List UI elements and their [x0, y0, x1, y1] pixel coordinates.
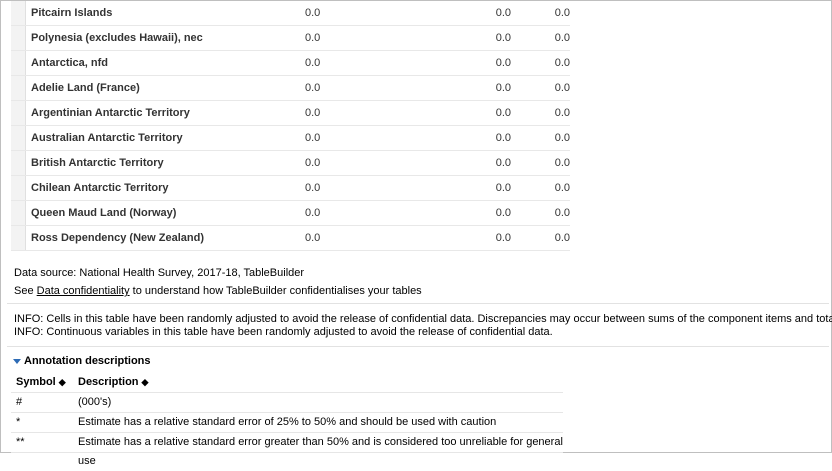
row-gutter: [11, 51, 26, 75]
row-label[interactable]: Queen Maud Land (Norway): [31, 207, 177, 219]
annotation-symbol: *: [16, 416, 21, 428]
cell-value: 0.0: [554, 57, 570, 69]
info-message-cells: INFO: Cells in this table have been rand…: [14, 313, 832, 325]
see-prefix: See: [14, 285, 37, 297]
table-row: Polynesia (excludes Hawaii), nec 0.0 0.0…: [11, 26, 570, 51]
annotation-heading: Annotation descriptions: [24, 355, 151, 367]
cell-value: 0.0: [305, 32, 321, 44]
cell-value: 0.0: [495, 107, 511, 119]
cell-value: 0.0: [554, 107, 570, 119]
info-message-continuous: INFO: Continuous variables in this table…: [14, 326, 553, 338]
cell-value: 0.0: [495, 32, 511, 44]
table-row: British Antarctic Territory 0.0 0.0 0.0: [11, 151, 570, 176]
row-gutter: [11, 101, 26, 125]
cell-value: 0.0: [305, 57, 321, 69]
annotation-symbol: **: [16, 436, 25, 448]
data-source-text: Data source: National Health Survey, 201…: [14, 267, 305, 279]
annotation-row: ** Estimate has a relative standard erro…: [11, 433, 563, 467]
cell-value: 0.0: [554, 7, 570, 19]
annotation-row: * Estimate has a relative standard error…: [11, 413, 563, 433]
row-label[interactable]: Argentinian Antarctic Territory: [31, 107, 190, 119]
annotation-header-row: Symbol ◆ Description ◆: [11, 373, 563, 393]
row-label[interactable]: Adelie Land (France): [31, 82, 140, 94]
cell-value: 0.0: [305, 157, 321, 169]
results-table: Pitcairn Islands 0.0 0.0 0.0 Polynesia (…: [11, 1, 570, 251]
row-gutter: [11, 76, 26, 100]
annotation-symbol: #: [16, 396, 23, 408]
cell-value: 0.0: [495, 7, 511, 19]
row-label[interactable]: Ross Dependency (New Zealand): [31, 232, 204, 244]
cell-value: 0.0: [495, 157, 511, 169]
cell-value: 0.0: [305, 82, 321, 94]
expand-triangle-icon: [13, 358, 21, 364]
description-column-header[interactable]: Description ◆: [78, 373, 148, 392]
description-header-label: Description: [78, 376, 139, 388]
cell-value: 0.0: [554, 82, 570, 94]
symbol-column-header[interactable]: Symbol ◆: [16, 373, 66, 392]
row-label[interactable]: British Antarctic Territory: [31, 157, 164, 169]
cell-value: 0.0: [305, 107, 321, 119]
annotation-table: Symbol ◆ Description ◆ # (000's) * Estimat…: [11, 373, 563, 467]
row-gutter: [11, 126, 26, 150]
row-label[interactable]: Pitcairn Islands: [31, 7, 113, 19]
row-gutter: [11, 226, 26, 250]
cell-value: 0.0: [554, 132, 570, 144]
table-row: Antarctica, nfd 0.0 0.0 0.0: [11, 51, 570, 76]
annotation-row: # (000's): [11, 393, 563, 413]
row-gutter: [11, 201, 26, 225]
annotation-description: Estimate has a relative standard error o…: [78, 416, 497, 428]
cell-value: 0.0: [305, 7, 321, 19]
symbol-header-label: Symbol: [16, 376, 56, 388]
row-label[interactable]: Polynesia (excludes Hawaii), nec: [31, 32, 203, 44]
row-gutter: [11, 176, 26, 200]
cell-value: 0.0: [495, 232, 511, 244]
table-row: Australian Antarctic Territory 0.0 0.0 0…: [11, 126, 570, 151]
cell-value: 0.0: [305, 232, 321, 244]
annotation-toggle[interactable]: Annotation descriptions: [13, 355, 151, 367]
row-label[interactable]: Australian Antarctic Territory: [31, 132, 183, 144]
cell-value: 0.0: [495, 82, 511, 94]
cell-value: 0.0: [554, 232, 570, 244]
cell-value: 0.0: [495, 182, 511, 194]
table-row: Argentinian Antarctic Territory 0.0 0.0 …: [11, 101, 570, 126]
row-label[interactable]: Antarctica, nfd: [31, 57, 109, 69]
table-row: Chilean Antarctic Territory 0.0 0.0 0.0: [11, 176, 570, 201]
annotation-description: Estimate has a relative standard error g…: [78, 436, 563, 467]
cell-value: 0.0: [554, 157, 570, 169]
table-row: Queen Maud Land (Norway) 0.0 0.0 0.0: [11, 201, 570, 226]
annotation-description: (000's): [78, 396, 112, 408]
section-divider: [7, 303, 829, 304]
cell-value: 0.0: [495, 207, 511, 219]
table-row: Pitcairn Islands 0.0 0.0 0.0: [11, 1, 570, 26]
row-gutter: [11, 1, 26, 25]
cell-value: 0.0: [495, 132, 511, 144]
confidentiality-note: See Data confidentiality to understand h…: [14, 285, 422, 297]
cell-value: 0.0: [305, 207, 321, 219]
see-suffix: to understand how TableBuilder confident…: [129, 285, 422, 297]
row-label[interactable]: Chilean Antarctic Territory: [31, 182, 169, 194]
section-divider: [7, 346, 829, 347]
row-gutter: [11, 26, 26, 50]
row-gutter: [11, 151, 26, 175]
sort-icon[interactable]: ◆: [58, 377, 66, 387]
cell-value: 0.0: [554, 207, 570, 219]
table-row: Adelie Land (France) 0.0 0.0 0.0: [11, 76, 570, 101]
cell-value: 0.0: [554, 182, 570, 194]
table-row: Ross Dependency (New Zealand) 0.0 0.0 0.…: [11, 226, 570, 251]
sort-icon[interactable]: ◆: [141, 377, 149, 387]
cell-value: 0.0: [495, 57, 511, 69]
cell-value: 0.0: [305, 132, 321, 144]
data-confidentiality-link[interactable]: Data confidentiality: [36, 285, 130, 297]
cell-value: 0.0: [305, 182, 321, 194]
cell-value: 0.0: [554, 32, 570, 44]
